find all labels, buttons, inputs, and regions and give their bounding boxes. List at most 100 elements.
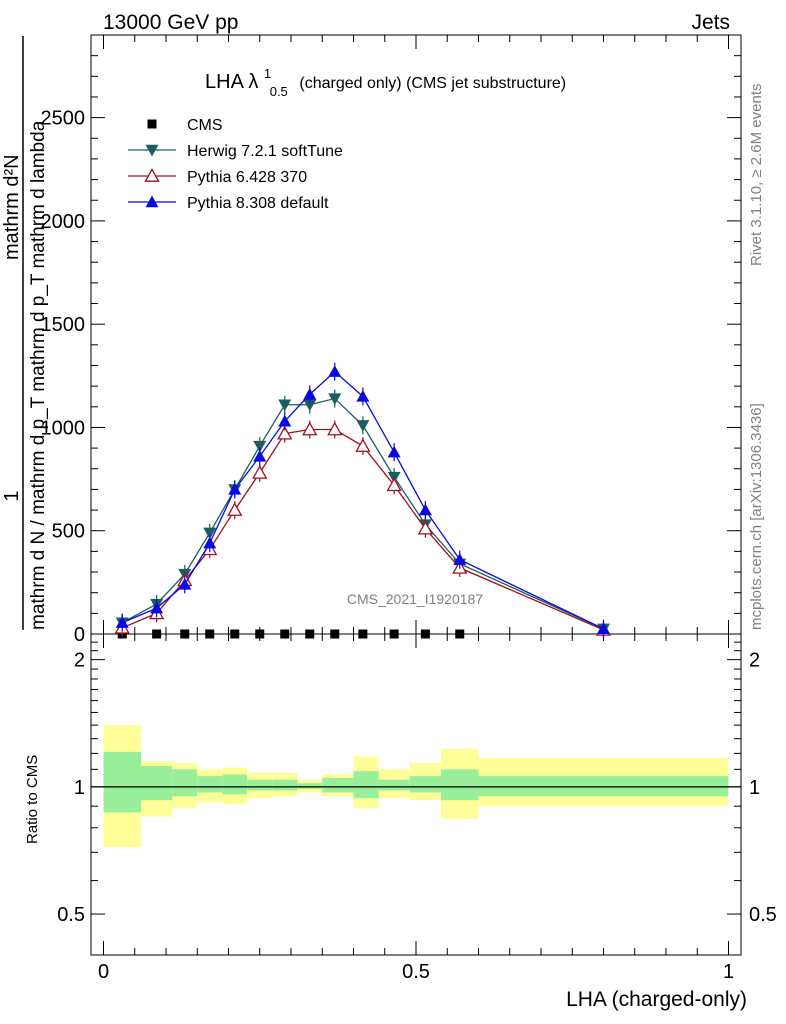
legend-marker <box>145 195 159 208</box>
data-point-0 <box>230 629 240 639</box>
series-line-3 <box>121 370 604 630</box>
data-point-3 <box>453 553 467 565</box>
legend-marker <box>144 168 160 182</box>
x-tick-label: 0 <box>98 961 109 983</box>
ratio-band-inner <box>197 776 223 793</box>
ratio-band-inner <box>141 766 173 801</box>
data-point-0 <box>255 629 265 639</box>
legend-label: CMS <box>187 117 223 134</box>
top-y-tick-label: 2000 <box>41 211 86 233</box>
legend-marker <box>145 144 159 157</box>
ratio-ylabel: Ratio to CMS <box>24 755 41 844</box>
data-point-0 <box>205 629 215 639</box>
legend-marker <box>147 119 157 129</box>
ratio-band-inner <box>222 774 248 795</box>
data-point-0 <box>152 629 162 639</box>
data-point-0 <box>420 629 430 639</box>
ratio-y-tick-label-right: 0.5 <box>749 904 777 926</box>
header-energy: 13000 GeV pp <box>103 11 238 34</box>
data-point-3 <box>150 601 164 614</box>
legend: CMS Herwig 7.2.1 softTune Pythia 6.428 370… <box>128 117 343 212</box>
ratio-band-inner <box>441 769 479 801</box>
data-point-3 <box>303 387 317 400</box>
x-axis-label: LHA (charged-only) <box>566 988 747 1011</box>
top-y-tick-label: 0 <box>74 624 85 646</box>
ratio-bands <box>103 725 729 848</box>
ratio-y-tick-label: 2 <box>74 650 85 672</box>
data-point-3 <box>253 449 267 462</box>
ratio-y-tick-label-right: 2 <box>749 650 760 672</box>
top-y-tick-label: 1500 <box>41 314 86 336</box>
legend-label: Pythia 6.428 370 <box>187 169 307 186</box>
ratio-y-tick-label-right: 1 <box>749 777 760 799</box>
data-point-3 <box>387 445 401 458</box>
top-y-tick-label: 2500 <box>41 108 86 130</box>
rivet-label: Rivet 3.1.10, ≥ 2.6M events <box>748 84 765 267</box>
plot-title: LHA λ 1 0.5 (charged only) (CMS jet subs… <box>205 61 566 101</box>
data-point-1 <box>356 420 370 432</box>
ylabel-one: 1 <box>1 490 23 501</box>
x-tick-label: 0.5 <box>402 961 430 983</box>
data-point-2 <box>327 421 343 436</box>
data-point-2 <box>277 425 293 440</box>
data-point-3 <box>278 414 292 427</box>
x-tick-label: 1 <box>723 961 734 983</box>
ratio-band-inner <box>378 779 410 791</box>
legend-label: Herwig 7.2.1 softTune <box>187 143 343 160</box>
data-point-2 <box>386 477 402 492</box>
series-line-1 <box>121 397 604 630</box>
data-point-1 <box>203 527 217 540</box>
data-point-0 <box>180 629 190 639</box>
data-point-1 <box>303 399 317 412</box>
data-point-3 <box>597 622 610 635</box>
axis-ticks: 0 500 1000 1500 2000 2500 0 0.5 1 0.5 0.5 1 1 2 2 <box>41 35 777 983</box>
data-point-2 <box>227 502 243 516</box>
data-point-0 <box>455 629 465 639</box>
data-point-3 <box>328 365 342 377</box>
data-point-2 <box>302 421 318 436</box>
data-point-0 <box>305 629 315 639</box>
ratio-y-tick-label: 1 <box>74 777 85 799</box>
data-point-0 <box>358 629 368 639</box>
top-ylabel: 1 mathrm d²N mathrm d N / mathrm d p_T m… <box>1 36 49 630</box>
ratio-y-tick-label: 0.5 <box>57 904 85 926</box>
series-line-2 <box>121 428 604 631</box>
data-point-2 <box>252 465 268 479</box>
series-group <box>114 362 612 639</box>
legend-label: Pythia 8.308 default <box>187 195 329 212</box>
ratio-band-inner <box>322 777 354 793</box>
data-point-3 <box>203 536 217 549</box>
data-point-1 <box>328 393 342 406</box>
data-point-3 <box>356 389 370 402</box>
data-point-3 <box>115 616 129 628</box>
data-point-1 <box>278 399 292 412</box>
plot-title-main: LHA λ <box>205 71 258 93</box>
watermark: CMS_2021_I1920187 <box>347 591 483 607</box>
data-point-2 <box>417 520 433 535</box>
plot-title-sup: 1 <box>264 66 271 81</box>
ylabel-numerator: mathrm d²N <box>1 154 23 260</box>
data-point-3 <box>228 482 242 495</box>
ratio-band-inner <box>297 783 323 789</box>
ratio-band-inner <box>172 769 198 797</box>
data-point-0 <box>330 629 340 639</box>
plot-title-sub: 0.5 <box>270 84 288 99</box>
plot-title-rest: (charged only) (CMS jet substructure) <box>299 75 566 92</box>
data-point-3 <box>178 577 192 590</box>
data-point-0 <box>280 629 290 639</box>
ratio-band-inner <box>409 776 441 793</box>
top-y-tick-label: 1000 <box>41 417 86 439</box>
ratio-band-inner <box>247 779 273 791</box>
ratio-band-inner <box>103 751 141 813</box>
data-point-3 <box>418 503 432 516</box>
ratio-band-inner <box>353 771 379 799</box>
data-point-2 <box>355 438 371 452</box>
data-point-1 <box>253 440 267 453</box>
mcplots-label: mcplots.cern.ch [arXiv:1306.3436] <box>748 403 765 630</box>
header-category: Jets <box>691 11 730 34</box>
top-y-tick-label: 500 <box>52 521 85 543</box>
ylabel-denominator: mathrm d N / mathrm d p_T mathrm d p_T m… <box>28 120 49 630</box>
data-point-0 <box>389 629 399 639</box>
ratio-band-inner <box>272 779 298 791</box>
